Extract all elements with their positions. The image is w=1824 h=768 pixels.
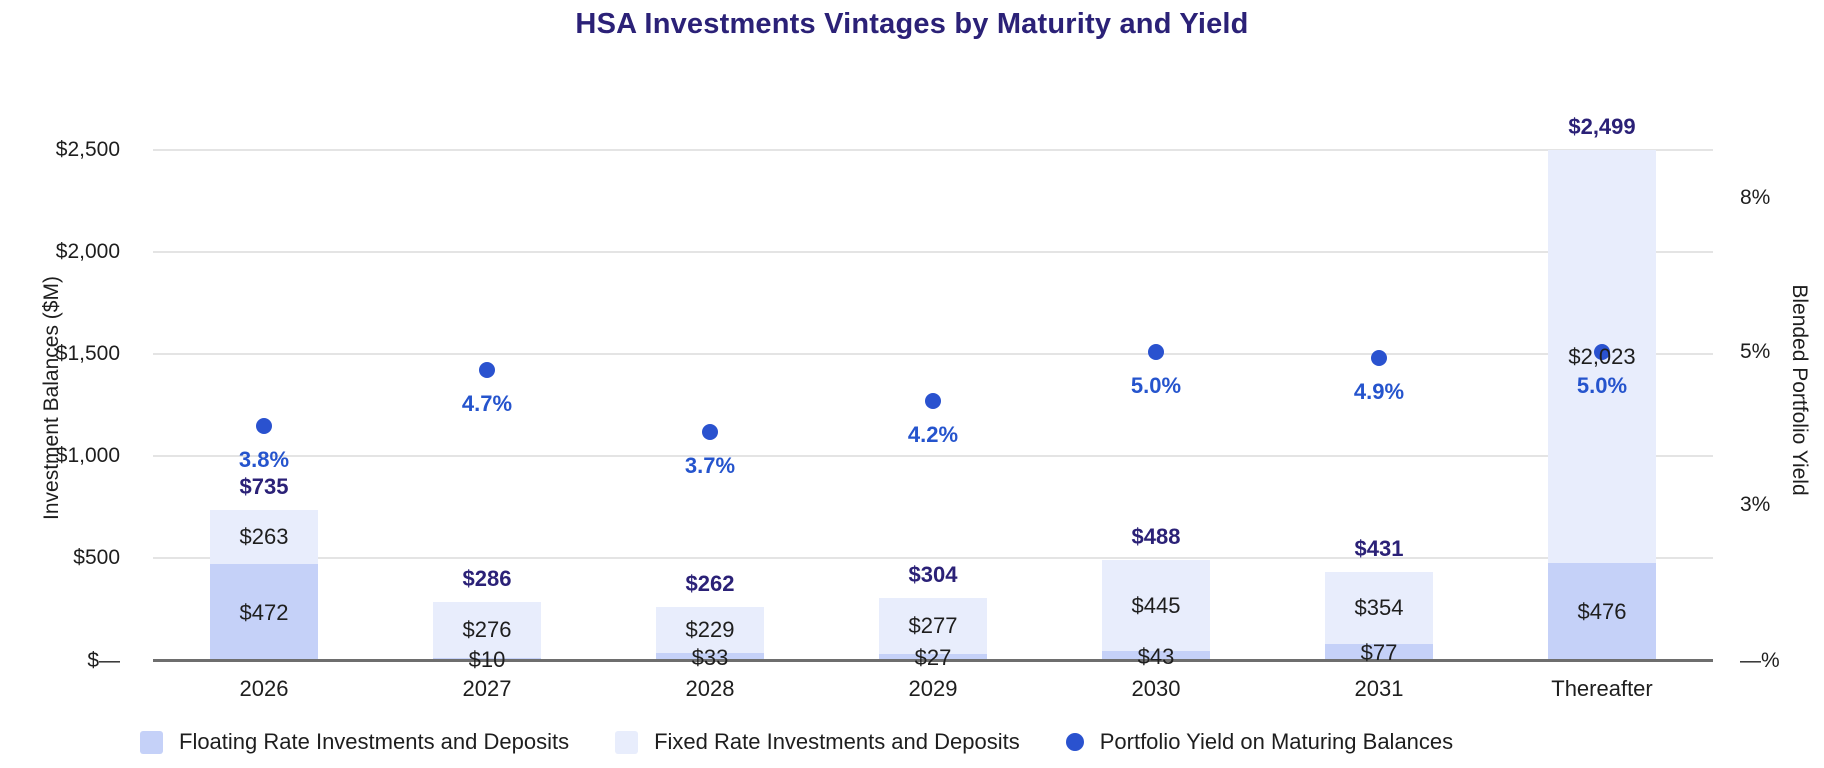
floating-value-label-2031: $77 xyxy=(1360,640,1398,666)
fixed-value-label-2026: $263 xyxy=(239,523,289,549)
gridline-1000 xyxy=(153,455,1713,457)
floating-value-label-2027: $10 xyxy=(468,646,506,672)
fixed-value-label-2028: $229 xyxy=(685,616,735,642)
floating-value-label-2030: $43 xyxy=(1137,643,1175,669)
yield-dot-2030 xyxy=(1148,344,1164,360)
yield-label-2027: 4.7% xyxy=(461,391,513,417)
floating-value-label-2026: $472 xyxy=(239,599,289,625)
total-label-2030: $488 xyxy=(1131,524,1181,550)
gridline-2500 xyxy=(153,149,1713,151)
bar-segment-floating-2030 xyxy=(1102,651,1210,660)
x-axis-line xyxy=(153,659,1713,662)
left-axis-tick: $2,500 xyxy=(55,138,120,161)
yield-dot-2028 xyxy=(702,424,718,441)
fixed-value-label-Thereafter: $2,023 xyxy=(1568,343,1636,369)
x-axis-label-2028: 2028 xyxy=(685,676,735,701)
yield-label-2029: 4.2% xyxy=(907,422,959,448)
left-axis-tick: $1,500 xyxy=(55,342,120,365)
floating-value-label-2029: $27 xyxy=(914,645,952,671)
right-axis-tick: 5% xyxy=(1740,340,1771,363)
total-label-2029: $304 xyxy=(908,561,958,587)
bar-segment-fixed-2026 xyxy=(210,510,318,564)
bar-segment-floating-2026 xyxy=(210,563,318,660)
x-axis-label-2026: 2026 xyxy=(239,676,289,701)
right-axis-tick: 8% xyxy=(1740,186,1771,209)
total-label-2026: $735 xyxy=(239,474,289,500)
yield-label-2030: 5.0% xyxy=(1130,373,1182,398)
total-label-2027: $286 xyxy=(462,565,512,591)
x-axis-label-2030: 2030 xyxy=(1131,676,1181,701)
legend-item-yield: Portfolio Yield on Maturing Balances xyxy=(1065,729,1454,755)
yield-label-2026: 3.8% xyxy=(238,446,290,472)
bar-segment-fixed-2030 xyxy=(1102,560,1210,652)
gridline-1500 xyxy=(153,353,1713,355)
bar-segment-floating-2027 xyxy=(433,657,541,660)
right-axis-tick: —% xyxy=(1740,649,1780,672)
left-axis-tick: $2,000 xyxy=(55,240,120,263)
left-axis-title: Investment Balances ($M) xyxy=(40,276,63,520)
floating-swatch-icon xyxy=(140,730,163,754)
left-axis-tick: $1,000 xyxy=(55,444,120,467)
gridline-500 xyxy=(153,557,1713,559)
total-label-2028: $262 xyxy=(685,570,735,596)
yield-label-2031: 4.9% xyxy=(1353,379,1405,405)
bar-segment-floating-2031 xyxy=(1325,644,1433,660)
total-label-2031: $431 xyxy=(1354,536,1404,562)
right-axis-tick: 3% xyxy=(1740,493,1771,516)
left-axis-tick: $— xyxy=(87,649,120,672)
bar-segment-floating-2029 xyxy=(879,654,987,660)
yield-dot-2026 xyxy=(256,417,272,434)
fixed-value-label-2027: $276 xyxy=(462,616,512,642)
bar-segment-floating-2028 xyxy=(656,653,764,660)
floating-value-label-2028: $33 xyxy=(691,644,729,670)
legend-item-floating: Floating Rate Investments and Deposits xyxy=(140,729,569,755)
yield-dot-2027 xyxy=(479,362,495,379)
yield-dot-2029 xyxy=(925,393,941,410)
yield-dot-icon xyxy=(1065,733,1084,751)
total-label-Thereafter: $2,499 xyxy=(1568,114,1636,140)
floating-value-label-Thereafter: $476 xyxy=(1577,599,1627,625)
yield-label-Thereafter: 5.0% xyxy=(1576,373,1628,398)
right-axis-title: Blended Portfolio Yield xyxy=(1788,284,1811,496)
fixed-value-label-2031: $354 xyxy=(1354,595,1404,621)
left-axis-tick: $500 xyxy=(73,546,120,569)
bar-segment-fixed-2027 xyxy=(433,601,541,658)
x-axis-label-2031: 2031 xyxy=(1354,676,1404,701)
yield-dot-2031 xyxy=(1371,350,1387,367)
chart-legend: Floating Rate Investments and Deposits F… xyxy=(140,727,1453,757)
fixed-value-label-2030: $445 xyxy=(1131,592,1181,618)
x-axis-label-2027: 2027 xyxy=(462,676,512,701)
legend-label-fixed: Fixed Rate Investments and Deposits xyxy=(654,729,1020,754)
fixed-swatch-icon xyxy=(615,730,639,754)
yield-dot-Thereafter xyxy=(1594,344,1610,360)
legend-label-floating: Floating Rate Investments and Deposits xyxy=(179,729,570,754)
bar-segment-floating-Thereafter xyxy=(1548,562,1656,660)
bar-segment-fixed-2028 xyxy=(656,606,764,654)
chart-title: HSA Investments Vintages by Maturity and… xyxy=(575,8,1249,40)
x-axis-label-Thereafter: Thereafter xyxy=(1551,676,1653,701)
fixed-value-label-2029: $277 xyxy=(908,613,958,639)
x-axis-label-2029: 2029 xyxy=(908,676,958,701)
gridline-2000 xyxy=(153,251,1713,253)
yield-label-2028: 3.7% xyxy=(684,453,736,479)
legend-label-yield: Portfolio Yield on Maturing Balances xyxy=(1099,729,1454,754)
bar-segment-fixed-2029 xyxy=(879,597,987,655)
legend-item-fixed: Fixed Rate Investments and Deposits xyxy=(615,729,1020,755)
bar-segment-fixed-2031 xyxy=(1325,572,1433,645)
